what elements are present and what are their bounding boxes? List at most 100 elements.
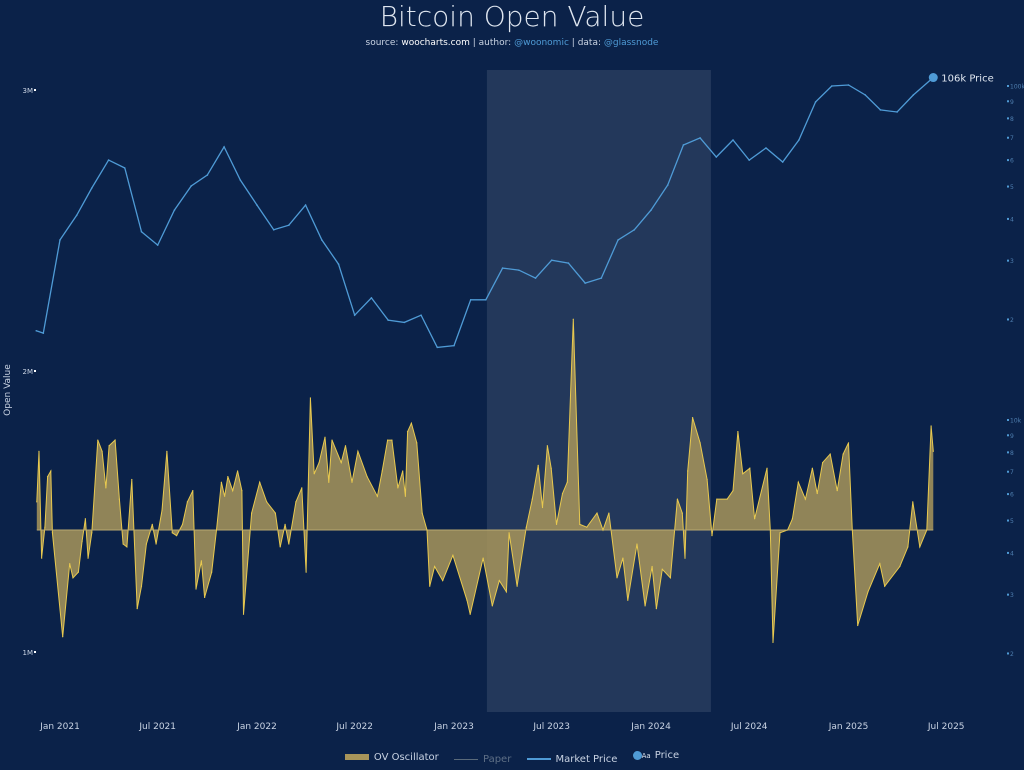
- oscillator-point: [151, 523, 153, 525]
- right-axis-tick-label: 4: [1010, 216, 1014, 223]
- oscillator-point: [46, 476, 49, 478]
- oscillator-point: [195, 588, 197, 590]
- y-axis-label: Open Value: [3, 364, 13, 416]
- oscillator-point: [596, 512, 598, 514]
- chart-title: Bitcoin Open Value: [379, 0, 645, 33]
- oscillator-point: [97, 439, 99, 441]
- right-axis-tick-mark: [1007, 451, 1009, 454]
- oscillator-point: [541, 506, 544, 509]
- legend-marker-text: Aa: [641, 751, 651, 760]
- right-axis-tick-label: 4: [1010, 550, 1014, 557]
- oscillator-point: [699, 442, 701, 444]
- oscillator-point: [114, 439, 116, 441]
- right-axis-tick-label: 100k: [1010, 84, 1024, 91]
- oscillator-line: [36, 319, 934, 643]
- oscillator-point: [732, 490, 734, 492]
- price-marker-dot: [928, 73, 938, 83]
- x-axis-tick-label: Jan 2021: [39, 722, 80, 732]
- legend: OV Oscillator Paper Market Price Aa Pric…: [0, 750, 1024, 765]
- oscillator-point: [77, 571, 79, 573]
- right-axis-tick-mark: [1007, 159, 1009, 162]
- oscillator-point: [155, 543, 157, 545]
- source-link[interactable]: woocharts.com: [401, 38, 470, 48]
- market-price-point: [715, 156, 718, 158]
- market-price-point: [337, 263, 340, 265]
- right-axis-tick-mark: [1007, 85, 1009, 87]
- right-axis-tick-label: 5: [1010, 518, 1014, 525]
- x-axis-tick-label: Jul 2024: [730, 722, 768, 732]
- oscillator-point: [241, 490, 243, 492]
- oscillator-point: [136, 608, 138, 610]
- market-price-point: [864, 94, 867, 96]
- oscillator-point: [81, 540, 83, 542]
- market-price-point: [633, 229, 636, 231]
- oscillator-point: [91, 532, 93, 534]
- oscillator-point: [505, 591, 507, 593]
- oscillator-point: [122, 543, 124, 545]
- market-price-point: [682, 144, 685, 146]
- oscillator-point: [192, 490, 194, 492]
- market-price-point: [370, 297, 373, 299]
- right-axis-tick-mark: [1007, 259, 1009, 262]
- oscillator-point: [930, 425, 932, 427]
- oscillator-point: [331, 439, 333, 441]
- legend-item-market-price[interactable]: Market Price: [526, 754, 617, 765]
- oscillator-point: [661, 568, 663, 570]
- oscillator-point: [328, 481, 330, 483]
- right-axis-tick-mark: [1007, 117, 1009, 120]
- oscillator-point: [550, 467, 552, 469]
- oscillator-point: [498, 579, 500, 582]
- oscillator-point: [566, 481, 568, 483]
- oscillator-point: [118, 498, 120, 500]
- oscillator-point: [397, 487, 399, 489]
- market-price-point: [387, 319, 389, 321]
- oscillator-point: [651, 565, 653, 568]
- oscillator-point: [452, 554, 454, 556]
- right-axis-tick-label: 7: [1010, 135, 1014, 142]
- right-axis-tick-mark: [1007, 593, 1009, 596]
- oscillator-point: [842, 453, 844, 455]
- oscillator-point: [676, 498, 679, 500]
- x-axis-tick-label: Jul 2021: [138, 722, 176, 732]
- oscillator-point: [44, 526, 46, 528]
- oscillator-point: [681, 512, 683, 514]
- legend-label: Price: [654, 750, 680, 761]
- oscillator-point: [579, 523, 581, 525]
- oscillator-point: [108, 445, 110, 447]
- market-price-point: [156, 244, 159, 246]
- oscillator-point: [175, 535, 178, 537]
- legend-item-ov-oscillator[interactable]: OV Oscillator: [344, 752, 439, 763]
- market-price-point: [748, 159, 751, 161]
- chart-subtitle: source: woocharts.com | author: @woonomi…: [0, 38, 1024, 48]
- market-price-point: [420, 314, 422, 316]
- legend-item-price[interactable]: Aa Price: [632, 750, 680, 761]
- oscillator-point: [749, 467, 751, 469]
- oscillator-point: [171, 532, 173, 534]
- oscillator-point: [274, 512, 276, 514]
- oscillator-point: [797, 481, 799, 483]
- market-price-point: [353, 314, 356, 316]
- oscillator-point: [867, 591, 869, 593]
- oscillator-point: [101, 450, 103, 452]
- oscillator-point: [224, 495, 226, 497]
- oscillator-point: [655, 608, 657, 610]
- right-axis-tick-label: 5: [1010, 184, 1014, 191]
- right-axis-tick-label: 3: [1010, 258, 1014, 265]
- market-price-point: [256, 204, 258, 206]
- oscillator-point: [811, 467, 813, 469]
- x-axis-tick-label: Jul 2025: [927, 722, 965, 732]
- oscillator-point: [344, 445, 347, 447]
- market-price-point: [140, 230, 143, 233]
- market-price-point: [798, 139, 800, 141]
- oscillator-point: [531, 498, 533, 500]
- oscillator-point: [220, 481, 222, 483]
- author-link[interactable]: @woonomic: [514, 38, 569, 48]
- market-price-point: [42, 332, 45, 334]
- data-link[interactable]: @glassnode: [603, 38, 659, 48]
- x-axis-tick-label: Jan 2025: [828, 722, 869, 732]
- right-axis-tick-label: 10k: [1010, 418, 1022, 425]
- oscillator-point: [266, 501, 268, 503]
- legend-item-paper[interactable]: Paper: [453, 754, 511, 765]
- oscillator-point: [469, 613, 471, 615]
- market-price-point: [304, 204, 307, 206]
